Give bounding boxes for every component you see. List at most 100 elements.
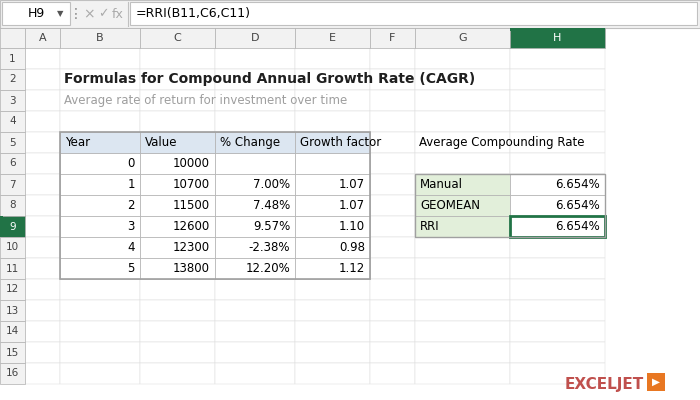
Text: ▶: ▶ [652, 377, 660, 387]
Bar [415, 174, 510, 195]
Text: =RRI(B11,C6,C11): =RRI(B11,C6,C11) [136, 7, 251, 20]
Bar [215, 237, 295, 258]
Bar [0, 28, 25, 48]
Text: 10: 10 [6, 242, 19, 252]
Bar [295, 69, 370, 90]
Bar [295, 237, 370, 258]
Bar [0, 342, 25, 363]
Text: 12300: 12300 [173, 241, 210, 254]
Bar [60, 174, 140, 195]
Text: 6.654%: 6.654% [555, 220, 600, 233]
Bar [25, 195, 60, 216]
Text: 5: 5 [9, 138, 16, 148]
Bar [140, 195, 215, 216]
Bar [60, 300, 140, 321]
Bar [0, 258, 25, 279]
Bar [295, 153, 370, 174]
Bar [295, 300, 370, 321]
Bar [215, 48, 295, 69]
Bar [510, 28, 605, 48]
Bar [295, 258, 370, 279]
Bar [370, 321, 415, 342]
Text: H9: H9 [27, 7, 45, 20]
Bar [415, 48, 510, 69]
Text: Growth factor: Growth factor [300, 136, 382, 149]
Bar [140, 111, 215, 132]
Bar [295, 132, 370, 153]
Bar [60, 28, 140, 48]
Bar [60, 111, 140, 132]
Bar [415, 132, 510, 153]
Bar [140, 237, 215, 258]
Bar [370, 258, 415, 279]
Text: 9: 9 [9, 222, 16, 232]
Text: fx: fx [112, 8, 124, 20]
Bar [60, 363, 140, 384]
Text: 0: 0 [127, 157, 135, 170]
Bar [60, 279, 140, 300]
Bar [0, 237, 25, 258]
Text: 2: 2 [127, 199, 135, 212]
Bar [295, 153, 370, 174]
Bar [25, 174, 60, 195]
Text: D: D [251, 33, 259, 43]
Bar [60, 132, 140, 153]
Bar [140, 132, 215, 153]
Text: 12: 12 [6, 284, 19, 294]
Text: 11500: 11500 [173, 199, 210, 212]
Bar [25, 132, 60, 153]
Bar [60, 321, 140, 342]
Bar [647, 373, 665, 391]
Bar [140, 174, 215, 195]
Text: 2: 2 [9, 74, 16, 84]
Bar [415, 321, 510, 342]
Bar [60, 237, 140, 258]
Bar [140, 237, 215, 258]
Bar [295, 216, 370, 237]
Bar [0, 132, 25, 153]
Bar [140, 28, 215, 48]
Bar [295, 48, 370, 69]
Bar [370, 342, 415, 363]
Bar [25, 48, 60, 69]
Text: GEOMEAN: GEOMEAN [420, 199, 480, 212]
Bar [415, 237, 510, 258]
Bar [0, 48, 25, 69]
Bar [0, 216, 3, 237]
Text: 10000: 10000 [173, 157, 210, 170]
Bar [215, 216, 295, 237]
Bar [215, 195, 295, 216]
Bar [140, 342, 215, 363]
Bar [370, 132, 415, 153]
Bar [140, 69, 215, 90]
Bar [60, 132, 370, 279]
Text: % Change: % Change [220, 136, 280, 149]
Bar [140, 258, 215, 279]
Bar [140, 363, 215, 384]
Bar [215, 237, 295, 258]
Text: 3: 3 [127, 220, 135, 233]
Text: ⋮: ⋮ [69, 7, 83, 21]
Bar [0, 216, 25, 237]
Bar [510, 321, 605, 342]
Bar [295, 132, 370, 153]
Bar [140, 90, 215, 111]
Text: 12600: 12600 [173, 220, 210, 233]
Bar [295, 321, 370, 342]
Text: 1: 1 [127, 178, 135, 191]
Text: 1.10: 1.10 [339, 220, 365, 233]
Bar [0, 90, 25, 111]
Bar [510, 342, 605, 363]
Bar [140, 48, 215, 69]
Bar [25, 258, 60, 279]
Bar [215, 132, 295, 153]
Bar [510, 216, 605, 237]
Bar [140, 174, 215, 195]
Bar [215, 195, 295, 216]
Bar [510, 279, 605, 300]
Bar [370, 174, 415, 195]
Text: 13800: 13800 [173, 262, 210, 275]
Text: 7.48%: 7.48% [253, 199, 290, 212]
Bar [415, 69, 510, 90]
Bar [370, 90, 415, 111]
